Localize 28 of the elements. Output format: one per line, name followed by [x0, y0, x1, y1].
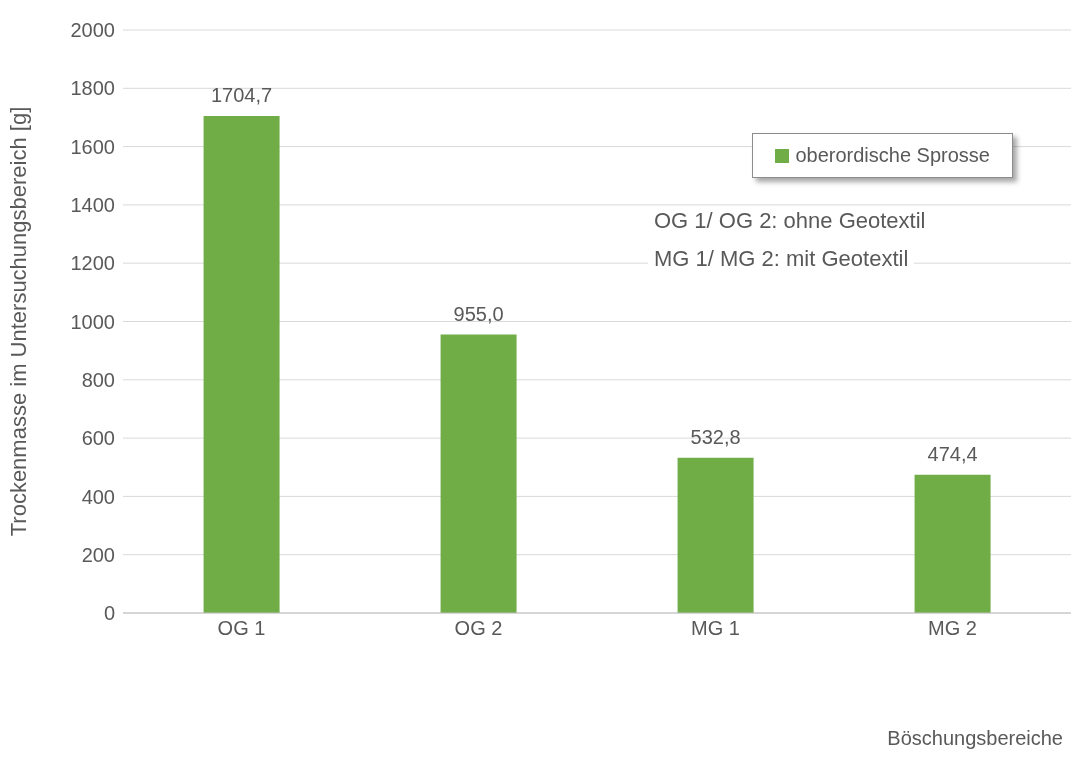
x-tick-label: OG 1: [217, 617, 266, 640]
data-label: 1704,7: [210, 84, 273, 107]
data-label: 532,8: [690, 425, 741, 448]
x-axis-title: Böschungsbereiche: [887, 727, 1063, 750]
y-tick-label: 1400: [70, 194, 115, 216]
y-tick-label: 1600: [70, 135, 115, 158]
y-tick-label: 1000: [70, 310, 115, 333]
y-tick-label: 1200: [70, 252, 115, 275]
y-tick-label: 1800: [70, 77, 115, 100]
y-tick-label: 200: [81, 543, 115, 566]
y-tick-label: 600: [81, 427, 115, 450]
legend-label: oberordische Sprosse: [795, 144, 990, 167]
data-label: 955,0: [453, 302, 504, 325]
y-tick-label: 2000: [70, 19, 115, 42]
y-tick-label: 800: [81, 368, 115, 391]
y-tick-label: 400: [81, 485, 115, 508]
bar: [203, 116, 280, 613]
bar: [440, 334, 517, 613]
x-tick-label: MG 2: [928, 617, 977, 640]
annotation: MG 1/ MG 2: mit Geotextil: [648, 246, 915, 272]
x-tick-label: OG 2: [454, 617, 503, 640]
data-label: 474,4: [927, 442, 978, 465]
y-axis-title: Trockenmasse im Untersuchungsbereich [g]: [5, 106, 31, 537]
bar: [914, 474, 991, 613]
y-tick-label: 0: [103, 602, 115, 625]
annotation: OG 1/ OG 2: ohne Geotextil: [648, 208, 932, 234]
x-tick-label: MG 1: [691, 617, 740, 640]
bar: [677, 457, 754, 613]
